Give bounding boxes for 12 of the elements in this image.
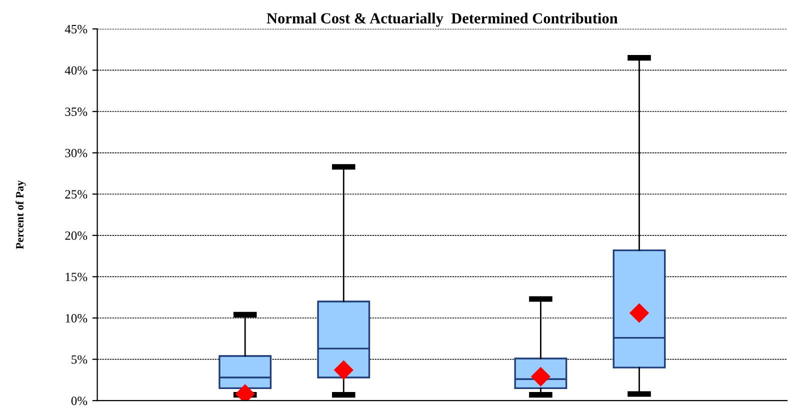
- y-tick-label: 25%: [65, 190, 88, 199]
- y-tick-label: 15%: [66, 272, 88, 282]
- y-tick-label: 5%: [72, 355, 88, 364]
- y-tick-label: 0%: [71, 396, 88, 406]
- chart-title: Normal Cost & Actuarially Determined Contribution: [266, 12, 618, 27]
- y-tick-label: 35%: [65, 108, 88, 116]
- y-tick-label: 10%: [66, 314, 88, 323]
- y-tick-label: 40%: [64, 66, 88, 75]
- y-tick-label: 30%: [65, 148, 88, 158]
- y-axis-title: Percent of Pay: [16, 180, 26, 250]
- y-tick-label: 20%: [65, 231, 88, 240]
- y-tick-label: 45%: [64, 24, 88, 34]
